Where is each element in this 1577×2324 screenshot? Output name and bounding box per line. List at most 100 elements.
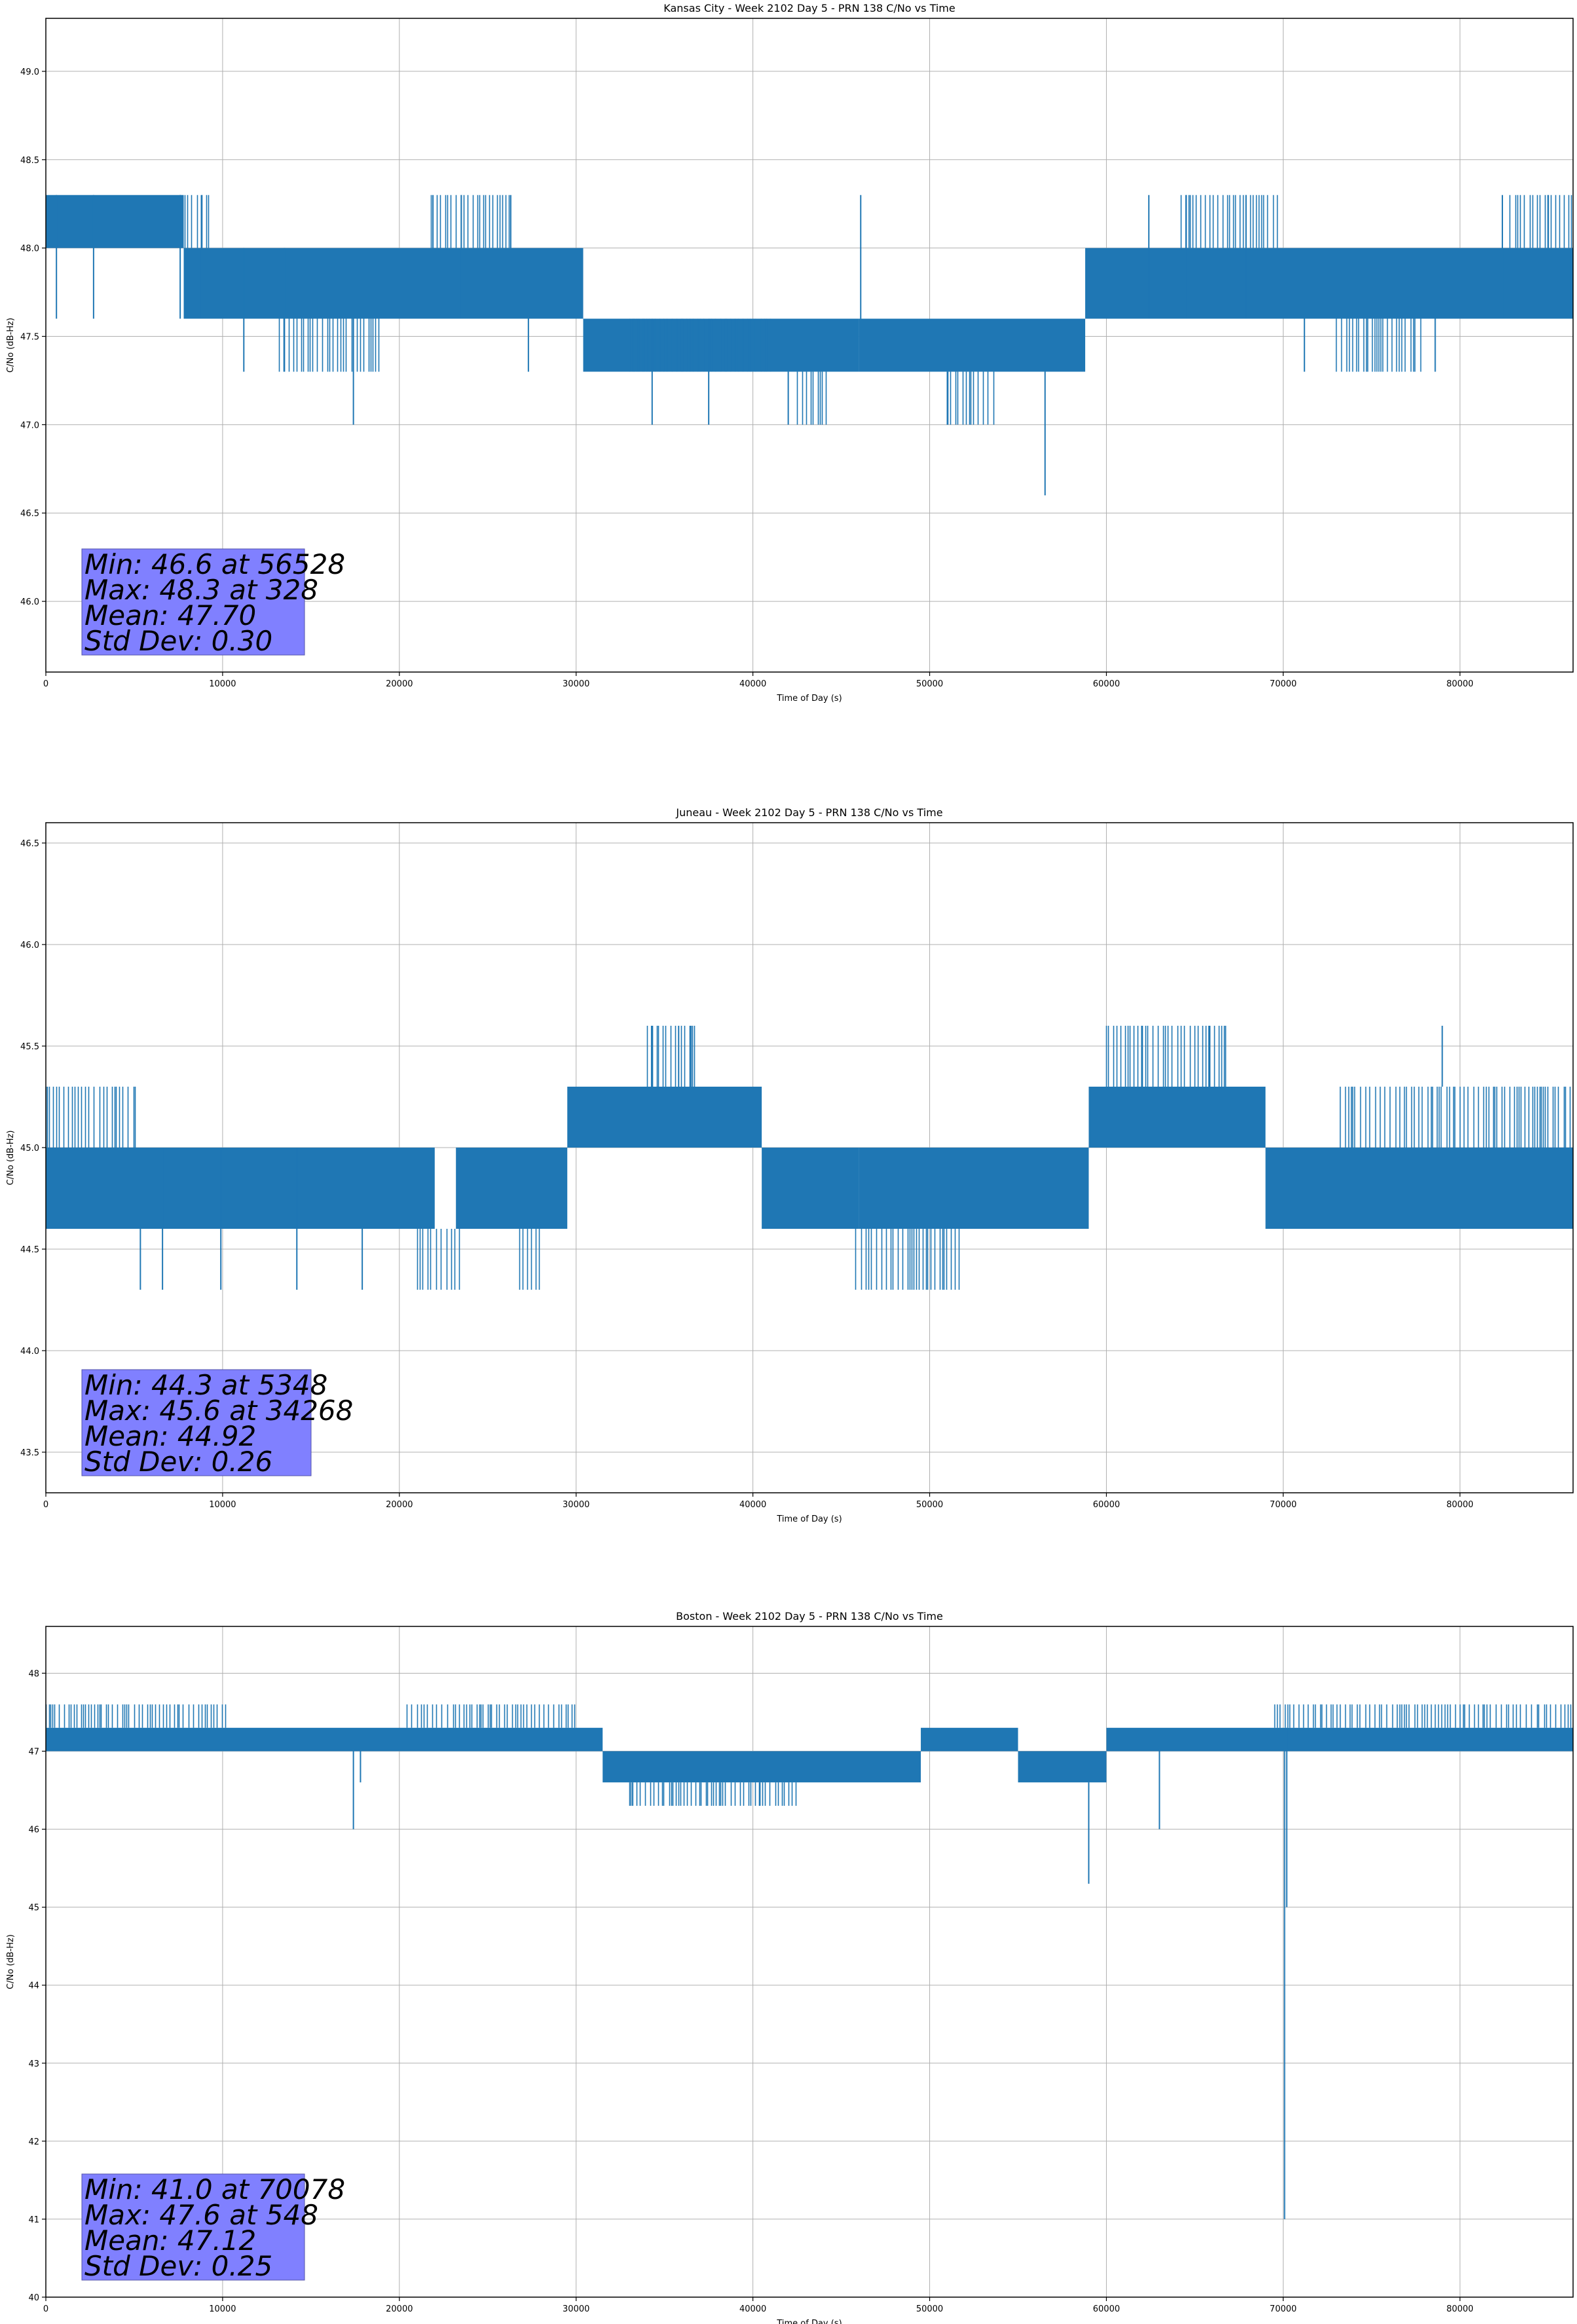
x-tick-label: 80000 [1447,2304,1474,2314]
axes-frame [45,18,1574,673]
x-tick-label: 30000 [563,2304,589,2314]
x-tick-label: 30000 [563,1500,589,1510]
x-tick-label: 10000 [209,679,236,689]
signal-flicker [406,1704,576,1728]
chart-panel-2: 0 10000 20000 30000 40000 50000 60000 70000 8000… [6,806,1574,1524]
x-tick-label: 50000 [916,1500,943,1510]
signal-flicker [519,1229,540,1290]
stats-line: Mean: 44.92 [84,1420,256,1452]
cno-series-line [46,195,1573,496]
signal-flicker [1105,1026,1227,1087]
x-tick-label: 60000 [1093,1500,1120,1510]
y-axis-label: C/No (dB-Hz) [6,1131,16,1186]
x-axis-label: Time of Day (s) [776,694,842,703]
signal-band [46,195,184,248]
y-tick-label: 43 [28,2059,39,2069]
y-tick-label: 47.5 [20,333,39,343]
chart-panel-1: 0 10000 20000 30000 40000 50000 60000 70000 8000… [6,2,1574,703]
x-axis-label: Time of Day (s) [776,2319,842,2324]
x-tick-label: 0 [43,679,48,689]
x-tick-label: 80000 [1447,1500,1474,1510]
stats-box [81,2173,305,2281]
x-tick-label: 70000 [1270,679,1297,689]
x-tick-label: 10000 [209,2304,236,2314]
x-tick-label: 70000 [1270,2304,1297,2314]
y-tick-label: 48.5 [20,156,39,166]
stats-line: Min: 44.3 at 5348 [84,1369,327,1401]
x-tick-label: 80000 [1447,679,1474,689]
stats-line: Min: 41.0 at 70078 [84,2173,345,2205]
x-tick-label: 0 [43,1500,48,1510]
signal-band [183,248,584,319]
signal-band [859,1148,1089,1229]
stats-line: Std Dev: 0.26 [84,1446,272,1478]
y-tick-label: 46.5 [20,509,39,519]
signal-band [921,1727,1018,1752]
signal-band [859,318,1086,372]
signal-flicker [417,1229,460,1290]
signal-band [1265,1148,1573,1229]
signal-flicker [430,195,510,248]
x-tick-label: 0 [43,2304,48,2314]
y-tick-label: 44.0 [20,1347,39,1357]
y-tick-label: 48.0 [20,244,39,254]
x-tick-label: 20000 [386,2304,413,2314]
signal-band [1088,1087,1266,1148]
stats-line: Std Dev: 0.30 [84,625,272,657]
y-axis-label: C/No (dB-Hz) [6,1934,16,1989]
y-tick-label: 40 [28,2293,39,2303]
chart-title: Kansas City - Week 2102 Day 5 - PRN 138 … [663,2,955,14]
x-tick-label: 20000 [386,679,413,689]
signal-band [456,1148,568,1229]
y-tick-label: 44 [28,1981,39,1991]
stats-line: Max: 47.6 at 548 [84,2199,318,2231]
signal-flicker [46,1704,227,1728]
signal-band [1085,248,1573,319]
signal-band [1018,1751,1107,1783]
x-tick-label: 40000 [739,679,766,689]
x-tick-label: 60000 [1093,2304,1120,2314]
x-tick-label: 50000 [916,2304,943,2314]
chart-panel-3: 0 10000 20000 30000 40000 50000 60000 70000 8000… [6,1610,1574,2324]
signal-flicker [1335,318,1422,372]
y-tick-label: 49.0 [20,67,39,77]
y-tick-label: 41 [28,2215,39,2225]
stats-line: Mean: 47.12 [84,2224,256,2257]
signal-flicker [1509,195,1573,248]
y-tick-label: 46.0 [20,941,39,950]
y-tick-label: 43.5 [20,1448,39,1458]
signal-band [567,1087,762,1148]
y-tick-label: 44.5 [20,1245,39,1255]
axes-frame [45,822,1574,1493]
y-tick-label: 47 [28,1748,39,1757]
y-tick-label: 42 [28,2137,39,2147]
x-tick-label: 10000 [209,1500,236,1510]
signal-flicker [1180,195,1278,248]
stats-line: Min: 46.6 at 56528 [84,548,345,580]
axes-frame [45,1626,1574,2298]
stats-line: Max: 48.3 at 328 [84,574,318,606]
y-tick-label: 45.5 [20,1042,39,1052]
x-tick-label: 70000 [1270,1500,1297,1510]
signal-band [46,1727,603,1752]
y-tick-label: 45 [28,1903,39,1913]
chart-title: Boston - Week 2102 Day 5 - PRN 138 C/No … [676,1610,943,1622]
signal-flicker [46,1087,136,1148]
signal-flicker [855,1229,960,1290]
stats-line: Max: 45.6 at 34268 [84,1395,353,1427]
signal-flicker [1339,1087,1571,1148]
signal-flicker [947,371,995,425]
x-tick-label: 40000 [739,2304,766,2314]
stats-box [81,1369,312,1476]
x-tick-label: 20000 [386,1500,413,1510]
y-tick-label: 46.0 [20,597,39,607]
signal-band [762,1148,859,1229]
stats-line: Std Dev: 0.25 [84,2250,272,2282]
stats-box [81,548,305,656]
y-tick-label: 46.5 [20,839,39,849]
y-tick-label: 46 [28,1826,39,1835]
